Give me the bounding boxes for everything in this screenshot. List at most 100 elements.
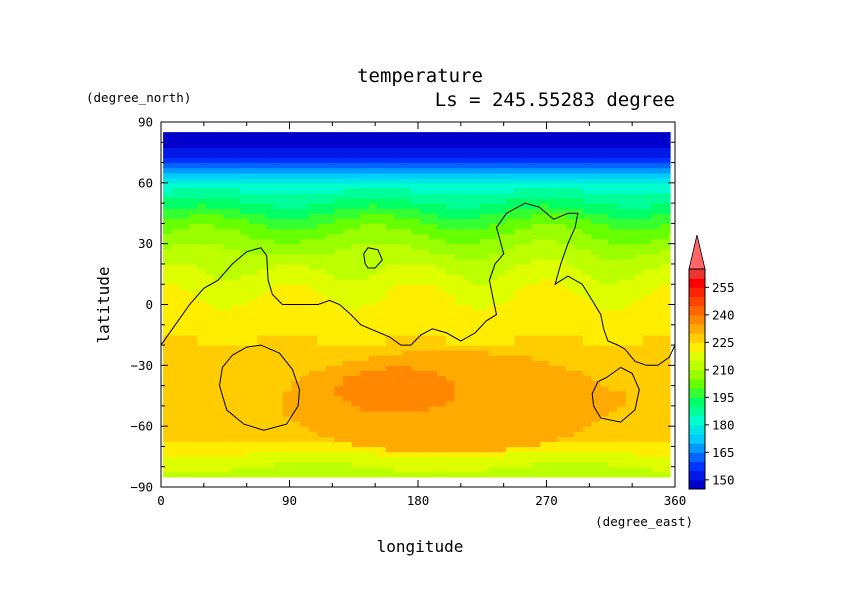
heatmap-cell bbox=[377, 339, 387, 346]
heatmap-cell bbox=[274, 319, 284, 326]
heatmap-cell bbox=[531, 319, 541, 326]
heatmap-cell bbox=[300, 284, 310, 290]
heatmap-cell bbox=[642, 461, 653, 468]
heatmap-cell bbox=[420, 299, 430, 306]
heatmap-cell bbox=[600, 253, 610, 260]
heatmap-cell bbox=[265, 157, 276, 164]
heatmap-cell bbox=[505, 395, 515, 402]
heatmap-cell bbox=[488, 451, 498, 458]
heatmap-cell bbox=[497, 233, 507, 240]
heatmap-cell bbox=[368, 253, 378, 260]
heatmap-cell bbox=[548, 248, 558, 255]
heatmap-cell bbox=[488, 355, 498, 361]
heatmap-cell bbox=[574, 263, 584, 270]
heatmap-cell bbox=[548, 142, 558, 148]
heatmap-cell bbox=[188, 446, 199, 453]
heatmap-cell bbox=[248, 339, 258, 346]
heatmap-cell bbox=[163, 466, 173, 473]
heatmap-cell bbox=[300, 334, 310, 341]
heatmap-cell bbox=[634, 431, 644, 437]
heatmap-cell bbox=[642, 324, 653, 331]
y-tick-label: 0 bbox=[145, 297, 153, 312]
heatmap-cell bbox=[454, 375, 464, 382]
heatmap-cell bbox=[608, 192, 618, 199]
heatmap-cell bbox=[385, 451, 396, 458]
heatmap-cell bbox=[471, 289, 481, 295]
heatmap-cell bbox=[214, 228, 224, 235]
x-axis-unit: (degree_east) bbox=[595, 514, 693, 529]
heatmap-cell bbox=[445, 223, 456, 230]
heatmap-cell bbox=[651, 132, 661, 138]
heatmap-cell bbox=[548, 355, 558, 361]
heatmap-cell bbox=[582, 167, 593, 174]
heatmap-cell bbox=[214, 329, 224, 336]
heatmap-cell bbox=[437, 233, 447, 240]
heatmap-cell bbox=[188, 416, 199, 422]
heatmap-cell bbox=[274, 355, 284, 361]
heatmap-cell bbox=[488, 380, 498, 387]
heatmap-cell bbox=[582, 314, 593, 321]
heatmap-cell bbox=[283, 471, 293, 478]
heatmap-cell bbox=[514, 258, 524, 265]
heatmap-cell bbox=[634, 203, 644, 209]
heatmap-cell bbox=[377, 274, 387, 280]
heatmap-cell bbox=[394, 451, 404, 458]
heatmap-cell bbox=[274, 299, 284, 306]
heatmap-cell bbox=[394, 456, 404, 463]
heatmap-cell bbox=[582, 294, 593, 301]
heatmap-cell bbox=[497, 441, 507, 448]
heatmap-cell bbox=[420, 284, 430, 290]
heatmap-cell bbox=[197, 456, 207, 463]
heatmap-cell bbox=[428, 395, 438, 402]
heatmap-cell bbox=[522, 233, 533, 240]
heatmap-cell bbox=[420, 339, 430, 346]
heatmap-cell bbox=[591, 248, 601, 255]
heatmap-cell bbox=[360, 421, 370, 427]
heatmap-cell bbox=[514, 456, 524, 463]
heatmap-cell bbox=[540, 319, 550, 326]
heatmap-cell bbox=[240, 269, 250, 275]
heatmap-cell bbox=[308, 345, 318, 351]
heatmap-cell bbox=[240, 431, 250, 437]
heatmap-cell bbox=[283, 410, 293, 417]
heatmap-cell bbox=[325, 304, 336, 311]
heatmap-cell bbox=[368, 233, 378, 240]
heatmap-cell bbox=[480, 243, 490, 250]
heatmap-cell bbox=[608, 461, 618, 468]
heatmap-cell bbox=[591, 390, 601, 397]
heatmap-cell bbox=[377, 279, 387, 285]
heatmap-cell bbox=[368, 345, 378, 351]
heatmap-cell bbox=[591, 132, 601, 138]
heatmap-cell bbox=[188, 208, 199, 214]
heatmap-cell bbox=[257, 157, 267, 164]
heatmap-cell bbox=[351, 263, 361, 270]
heatmap-cell bbox=[531, 248, 541, 255]
heatmap-cell bbox=[565, 279, 575, 285]
heatmap-cell bbox=[240, 375, 250, 382]
heatmap-cell bbox=[668, 274, 671, 280]
heatmap-cell bbox=[291, 339, 301, 346]
heatmap-cell bbox=[360, 334, 370, 341]
heatmap-cell bbox=[497, 421, 507, 427]
heatmap-cell bbox=[488, 375, 498, 382]
heatmap-cell bbox=[283, 289, 293, 295]
heatmap-cell bbox=[420, 355, 430, 361]
heatmap-cell bbox=[205, 208, 216, 214]
heatmap-cell bbox=[651, 294, 661, 301]
heatmap-cell bbox=[437, 203, 447, 209]
heatmap-cell bbox=[548, 314, 558, 321]
heatmap-cell bbox=[540, 279, 550, 285]
heatmap-cell bbox=[317, 405, 327, 412]
heatmap-cell bbox=[462, 314, 473, 321]
heatmap-cell bbox=[445, 339, 456, 346]
heatmap-cell bbox=[522, 446, 533, 453]
heatmap-cell bbox=[488, 218, 498, 224]
heatmap-cell bbox=[565, 334, 575, 341]
heatmap-cell bbox=[317, 147, 327, 154]
heatmap-cell bbox=[274, 248, 284, 255]
heatmap-cell bbox=[403, 395, 413, 402]
heatmap-cell bbox=[668, 456, 671, 463]
heatmap-cell bbox=[420, 177, 430, 184]
heatmap-cell bbox=[445, 208, 456, 214]
heatmap-cell bbox=[608, 269, 618, 275]
